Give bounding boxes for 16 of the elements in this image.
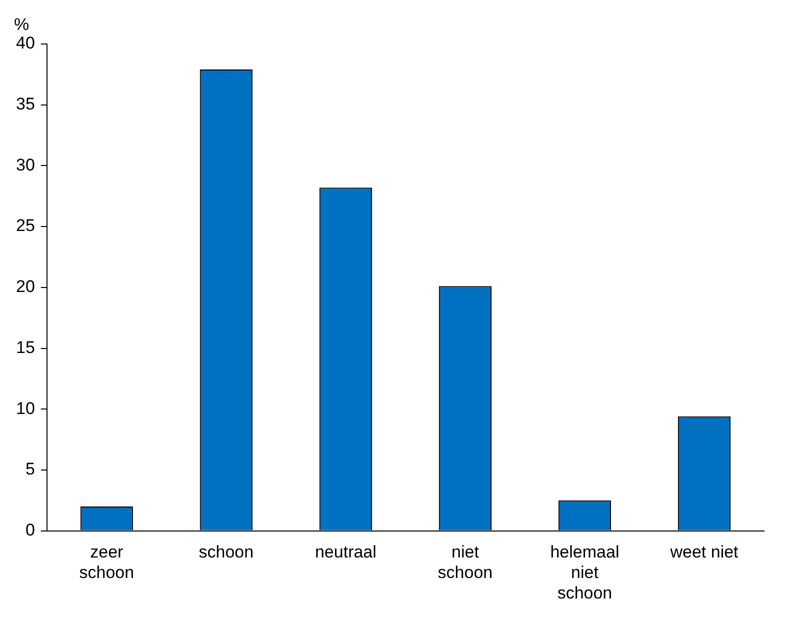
y-tick-label: 5	[25, 460, 35, 479]
y-tick-label: 0	[25, 520, 35, 540]
y-tick-label: 10	[16, 398, 35, 418]
x-tick-label: niet schoon	[438, 542, 493, 582]
x-tick-label: schoon	[198, 542, 254, 562]
y-tick-label: 40	[16, 34, 35, 53]
y-tick-label: 35	[16, 94, 35, 114]
x-tick-label: zeer schoon	[79, 542, 134, 582]
y-axis-title: %	[14, 15, 30, 34]
x-tick-label: neutraal	[314, 542, 376, 562]
y-tick-label: 15	[16, 338, 35, 357]
y-tick-label: 20	[16, 277, 35, 296]
x-tick-label: helemaal niet schoon	[550, 542, 620, 602]
y-tick-label: 30	[16, 155, 35, 174]
y-tick-label: 25	[16, 216, 35, 236]
x-tick-label: weet niet	[669, 542, 739, 562]
